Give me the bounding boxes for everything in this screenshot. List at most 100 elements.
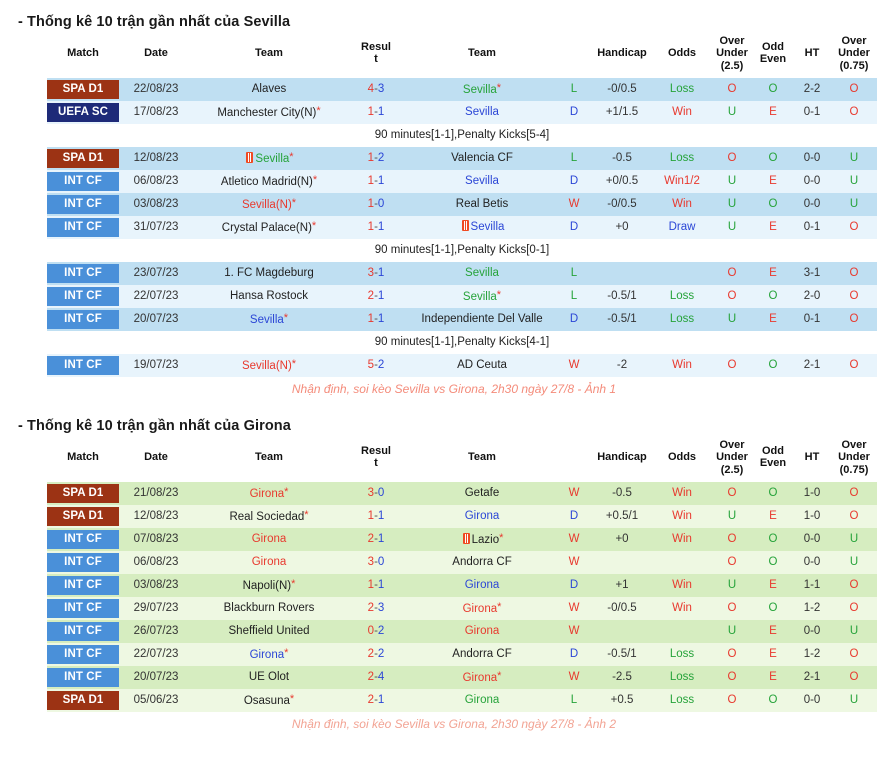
match-competition-cell[interactable]: INT CF xyxy=(47,170,119,193)
home-team-cell[interactable]: Osasuna* xyxy=(193,689,345,712)
match-score[interactable]: 2-1 xyxy=(345,689,407,712)
away-team-cell[interactable]: Andorra CF xyxy=(407,643,557,666)
away-team-cell[interactable]: Sevilla* xyxy=(407,78,557,101)
table-row[interactable]: INT CF 29/07/23 Blackburn Rovers 2-3 Girona*… xyxy=(47,596,877,620)
away-team-cell[interactable]: Valencia CF xyxy=(407,147,557,170)
table-row[interactable]: SPA D1 22/08/23 Alaves 4-3 Sevilla* L -0/0.5 Lo… xyxy=(47,77,877,101)
match-competition-cell[interactable]: INT CF xyxy=(47,193,119,216)
match-score[interactable]: 3-1 xyxy=(345,262,407,285)
match-score[interactable]: 1-1 xyxy=(345,574,407,597)
match-competition-cell[interactable]: INT CF xyxy=(47,354,119,377)
match-competition-cell[interactable]: INT CF xyxy=(47,285,119,308)
home-team-cell[interactable]: Blackburn Rovers xyxy=(193,597,345,620)
home-team-cell[interactable]: Sheffield United xyxy=(193,620,345,643)
match-competition-cell[interactable]: SPA D1 xyxy=(47,505,119,528)
table-row[interactable]: INT CF 06/08/23 Girona 3-0 Andorra CF W O O 0-0 U xyxy=(47,550,877,574)
match-competition-cell[interactable]: INT CF xyxy=(47,528,119,551)
table-row[interactable]: SPA D1 21/08/23 Girona* 3-0 Getafe W -0.5 Win O O… xyxy=(47,481,877,505)
table-row[interactable]: INT CF 22/07/23 Hansa Rostock 2-1 Sevilla* L -… xyxy=(47,284,877,308)
home-team-cell[interactable]: Crystal Palace(N)* xyxy=(193,216,345,239)
table-row[interactable]: SPA D1 12/08/23 Real Sociedad* 1-1 Girona D +0… xyxy=(47,504,877,528)
table-row[interactable]: SPA D1 05/06/23 Osasuna* 2-1 Girona L +0.5 Loss… xyxy=(47,688,877,712)
match-competition-cell[interactable]: UEFA SC xyxy=(47,101,119,124)
table-row[interactable]: INT CF 20/07/23 Sevilla* 1-1 Independiente D… xyxy=(47,307,877,331)
away-team-cell[interactable]: AD Ceuta xyxy=(407,354,557,377)
home-team-cell[interactable]: UE Olot xyxy=(193,666,345,689)
table-row[interactable]: INT CF 31/07/23 Crystal Palace(N)* 1-1 Sevil… xyxy=(47,215,877,239)
home-team-cell[interactable]: Sevilla* xyxy=(193,308,345,331)
match-competition-cell[interactable]: SPA D1 xyxy=(47,689,119,712)
match-competition-cell[interactable]: SPA D1 xyxy=(47,482,119,505)
match-score[interactable]: 5-2 xyxy=(345,354,407,377)
match-competition-cell[interactable]: INT CF xyxy=(47,262,119,285)
home-team-cell[interactable]: 1. FC Magdeburg xyxy=(193,262,345,285)
match-score[interactable]: 2-1 xyxy=(345,528,407,551)
match-score[interactable]: 2-3 xyxy=(345,597,407,620)
match-score[interactable]: 1-1 xyxy=(345,101,407,124)
match-competition-cell[interactable]: INT CF xyxy=(47,216,119,239)
home-team-cell[interactable]: Sevilla* xyxy=(193,147,345,170)
match-score[interactable]: 1-0 xyxy=(345,193,407,216)
match-competition-cell[interactable]: INT CF xyxy=(47,620,119,643)
match-score[interactable]: 1-1 xyxy=(345,216,407,239)
table-row[interactable]: INT CF 22/07/23 Girona* 2-2 Andorra CF D -0.5/… xyxy=(47,642,877,666)
away-team-cell[interactable]: Girona xyxy=(407,574,557,597)
away-team-cell[interactable]: Girona* xyxy=(407,666,557,689)
table-row[interactable]: INT CF 03/08/23 Sevilla(N)* 1-0 Real Betis W -… xyxy=(47,192,877,216)
match-score[interactable]: 1-1 xyxy=(345,170,407,193)
match-score[interactable]: 2-4 xyxy=(345,666,407,689)
away-team-cell[interactable]: Sevilla xyxy=(407,262,557,285)
away-team-cell[interactable]: Getafe xyxy=(407,482,557,505)
away-team-cell[interactable]: Sevilla xyxy=(407,170,557,193)
match-competition-cell[interactable]: SPA D1 xyxy=(47,147,119,170)
table-row[interactable]: INT CF 07/08/23 Girona 2-1 Lazio* W +0 Win O O 0-0… xyxy=(47,527,877,551)
home-team-cell[interactable]: Real Sociedad* xyxy=(193,505,345,528)
table-row[interactable]: INT CF 23/07/23 1. FC Magdeburg 3-1 Sevilla L… xyxy=(47,261,877,285)
table-row[interactable]: INT CF 03/08/23 Napoli(N)* 1-1 Girona D +1 Win U… xyxy=(47,573,877,597)
table-row[interactable]: INT CF 06/08/23 Atletico Madrid(N)* 1-1 Sevi… xyxy=(47,169,877,193)
home-team-cell[interactable]: Girona* xyxy=(193,482,345,505)
home-team-cell[interactable]: Atletico Madrid(N)* xyxy=(193,170,345,193)
match-score[interactable]: 2-2 xyxy=(345,643,407,666)
match-score[interactable]: 4-3 xyxy=(345,78,407,101)
away-team-cell[interactable]: Girona* xyxy=(407,597,557,620)
home-team-cell[interactable]: Manchester City(N)* xyxy=(193,101,345,124)
match-score[interactable]: 2-1 xyxy=(345,285,407,308)
away-team-cell[interactable]: Independiente Del Valle xyxy=(407,308,557,331)
table-row[interactable]: UEFA SC 17/08/23 Manchester City(N)* 1-1 Sev… xyxy=(47,100,877,124)
match-competition-cell[interactable]: INT CF xyxy=(47,597,119,620)
match-competition-cell[interactable]: INT CF xyxy=(47,308,119,331)
away-team-cell[interactable]: Girona xyxy=(407,620,557,643)
match-score[interactable]: 3-0 xyxy=(345,551,407,574)
away-team-cell[interactable]: Girona xyxy=(407,505,557,528)
home-team-cell[interactable]: Napoli(N)* xyxy=(193,574,345,597)
match-competition-cell[interactable]: INT CF xyxy=(47,574,119,597)
home-team-cell[interactable]: Girona* xyxy=(193,643,345,666)
match-score[interactable]: 3-0 xyxy=(345,482,407,505)
home-team-cell[interactable]: Girona xyxy=(193,528,345,551)
match-score[interactable]: 0-2 xyxy=(345,620,407,643)
away-team-cell[interactable]: Girona xyxy=(407,689,557,712)
away-team-cell[interactable]: Sevilla xyxy=(407,101,557,124)
table-row[interactable]: INT CF 19/07/23 Sevilla(N)* 5-2 AD Ceuta W -2 W… xyxy=(47,353,877,377)
home-team-cell[interactable]: Alaves xyxy=(193,78,345,101)
match-competition-cell[interactable]: INT CF xyxy=(47,551,119,574)
home-team-cell[interactable]: Girona xyxy=(193,551,345,574)
match-competition-cell[interactable]: INT CF xyxy=(47,643,119,666)
away-team-cell[interactable]: Lazio* xyxy=(407,528,557,551)
table-row[interactable]: SPA D1 12/08/23 Sevilla* 1-2 Valencia CF L -0.… xyxy=(47,146,877,170)
home-team-cell[interactable]: Hansa Rostock xyxy=(193,285,345,308)
match-competition-cell[interactable]: INT CF xyxy=(47,666,119,689)
match-score[interactable]: 1-1 xyxy=(345,308,407,331)
home-team-cell[interactable]: Sevilla(N)* xyxy=(193,193,345,216)
table-row[interactable]: INT CF 20/07/23 UE Olot 2-4 Girona* W -2.5 Loss… xyxy=(47,665,877,689)
match-score[interactable]: 1-1 xyxy=(345,505,407,528)
away-team-cell[interactable]: Real Betis xyxy=(407,193,557,216)
away-team-cell[interactable]: Sevilla* xyxy=(407,285,557,308)
home-team-cell[interactable]: Sevilla(N)* xyxy=(193,354,345,377)
table-row[interactable]: INT CF 26/07/23 Sheffield United 0-2 Girona W… xyxy=(47,619,877,643)
away-team-cell[interactable]: Andorra CF xyxy=(407,551,557,574)
match-competition-cell[interactable]: SPA D1 xyxy=(47,78,119,101)
match-score[interactable]: 1-2 xyxy=(345,147,407,170)
away-team-cell[interactable]: Sevilla xyxy=(407,216,557,239)
